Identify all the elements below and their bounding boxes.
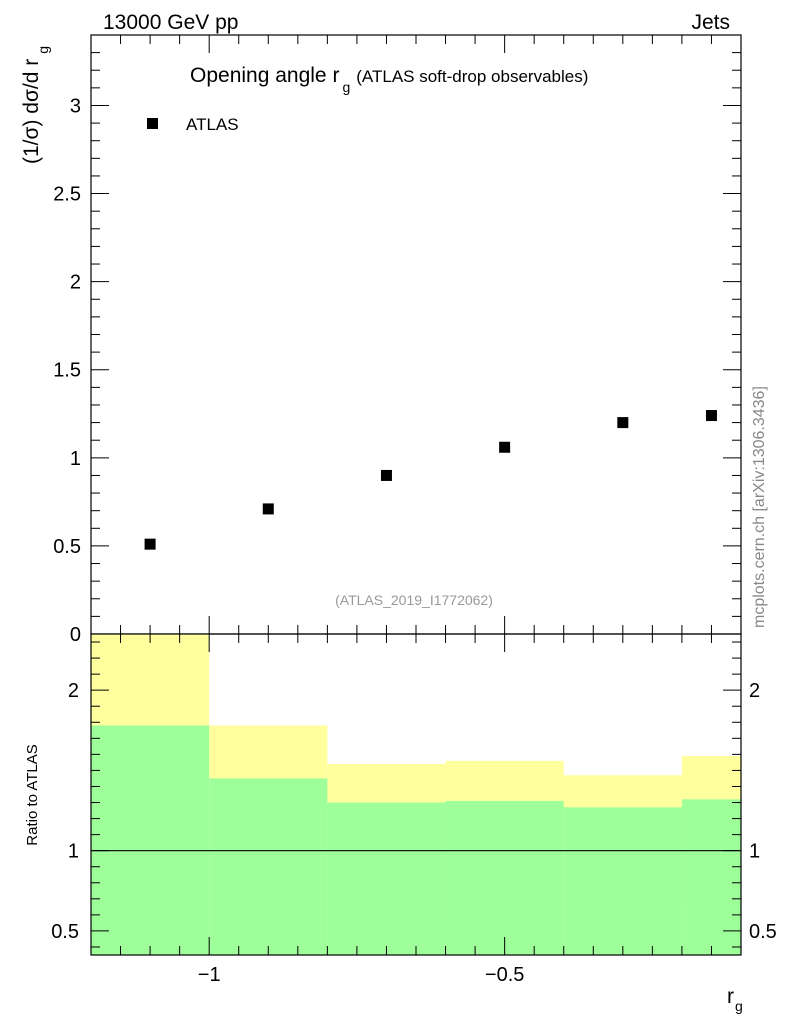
x-tick-label: −0.5 [485,964,524,986]
main-y-tick-label: 2.5 [53,184,81,206]
ratio-band-green [681,799,741,955]
ratio-y-tick-label-left: 1 [68,841,79,863]
process-label: Jets [691,11,730,34]
main-plot-data-points [144,410,717,550]
main-y-tick-label: 1 [70,448,81,470]
ratio-y-axis-label: Ratio to ATLAS [24,744,41,845]
ratio-y-tick-labels: 0.5 0.5 1 1 2 2 [51,680,777,943]
main-y-tick-label: 0.5 [53,536,81,558]
ratio-band-green [327,802,446,955]
ratio-band-green [563,807,682,955]
data-point [144,538,156,550]
ratio-band-green [209,778,328,955]
legend-marker-atlas [147,118,158,129]
energy-label: 13000 GeV pp [103,11,238,34]
ratio-y-tick-label-right: 1 [749,841,760,863]
main-y-tick-label: 0 [70,624,81,646]
data-point [499,441,511,453]
ratio-y-tick-label-left: 0.5 [51,921,79,943]
main-plot-y-tick-labels: 0 0.5 1 1.5 2 2.5 3 [53,95,81,646]
main-y-axis-label: (1/σ) dσ/d rg [20,46,51,164]
ratio-y-tick-label-right: 2 [749,680,760,702]
watermark: mcplots.cern.ch [arXiv:1306.3436] [751,386,768,628]
ratio-y-tick-label-right: 0.5 [749,921,777,943]
x-tick-labels: −1 −0.5 [198,964,525,986]
data-point [617,417,629,429]
analysis-label: (ATLAS_2019_I1772062) [335,592,493,608]
main-plot-tick-marks [90,34,742,635]
plot-title: Opening angle r g(ATLAS soft-drop observa… [190,64,588,95]
ratio-band-green [91,725,210,955]
ratio-y-tick-label-left: 2 [68,680,79,702]
main-plot-panel: 0 0.5 1 1.5 2 2.5 3 Opening angle r g(ATLAS sof… [20,34,742,646]
main-y-tick-label: 3 [70,95,81,117]
data-point [262,503,274,515]
main-y-tick-label: 2 [70,272,81,294]
ratio-panel: 0.5 0.5 1 1 2 2 −1 −0.5 Ratio to ATLAS rg [24,633,777,1014]
data-point [380,469,392,481]
ratio-band-green [445,800,564,955]
main-y-tick-label: 1.5 [53,360,81,382]
x-axis-label: rg [727,985,743,1014]
ratio-panel-frame [90,633,742,956]
x-tick-label: −1 [198,964,221,986]
legend-label-atlas: ATLAS [186,115,239,134]
data-point [705,410,717,422]
ratio-bands [91,634,741,955]
